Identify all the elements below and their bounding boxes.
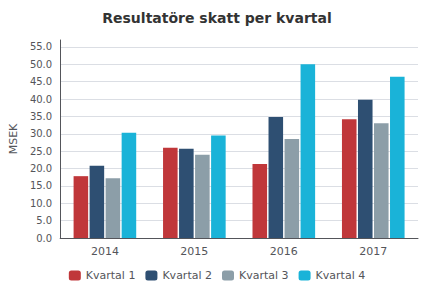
svg-text:Kvartal 4: Kvartal 4 [316, 269, 366, 282]
svg-text:15.0: 15.0 [30, 180, 52, 191]
svg-text:Kvartal 2: Kvartal 2 [162, 269, 212, 282]
svg-text:Resultatöre skatt per kvartal: Resultatöre skatt per kvartal [102, 10, 331, 26]
svg-text:Kvartal 1: Kvartal 1 [86, 269, 136, 282]
svg-text:MSEK: MSEK [7, 123, 20, 154]
svg-text:35.0: 35.0 [30, 111, 52, 122]
svg-text:20.0: 20.0 [30, 163, 52, 174]
svg-text:50.0: 50.0 [30, 59, 52, 70]
svg-text:25.0: 25.0 [30, 146, 52, 157]
svg-text:40.0: 40.0 [30, 94, 52, 105]
svg-text:2014: 2014 [91, 245, 119, 258]
svg-text:2017: 2017 [359, 245, 387, 258]
svg-text:2016: 2016 [270, 245, 298, 258]
svg-text:0.0: 0.0 [36, 233, 52, 244]
svg-text:5.0: 5.0 [36, 215, 52, 226]
svg-text:10.0: 10.0 [30, 198, 52, 209]
svg-text:55.0: 55.0 [30, 41, 52, 52]
svg-text:2015: 2015 [180, 245, 208, 258]
svg-text:Kvartal 3: Kvartal 3 [239, 269, 289, 282]
svg-text:45.0: 45.0 [30, 76, 52, 87]
svg-text:30.0: 30.0 [30, 128, 52, 139]
